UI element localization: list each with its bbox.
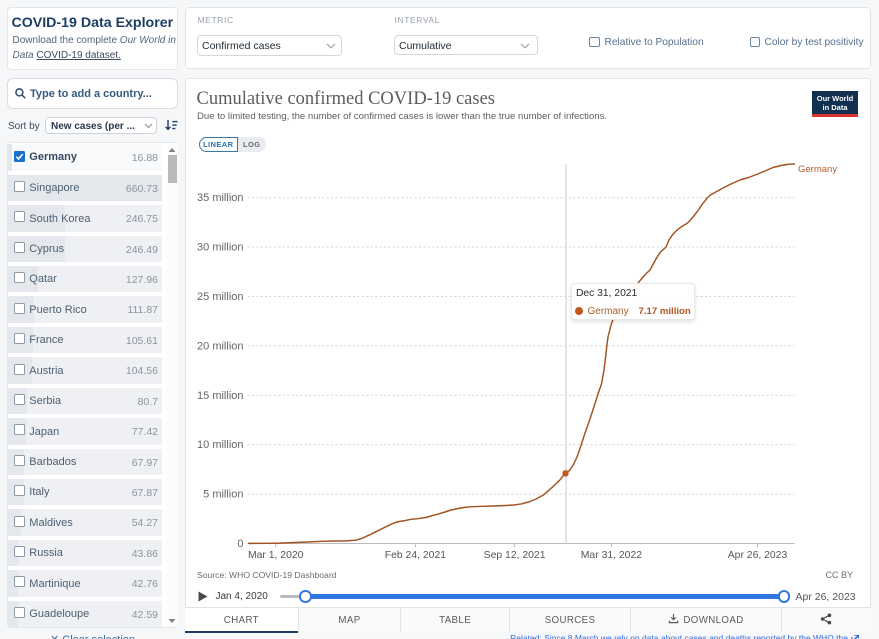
svg-text:25 million: 25 million bbox=[197, 291, 243, 303]
svg-text:10 million: 10 million bbox=[197, 439, 243, 451]
svg-text:5 million: 5 million bbox=[203, 489, 243, 501]
svg-text:Apr 26, 2023: Apr 26, 2023 bbox=[728, 550, 788, 561]
svg-text:Germany: Germany bbox=[798, 164, 837, 175]
svg-text:0: 0 bbox=[237, 538, 243, 550]
svg-text:Feb 24, 2021: Feb 24, 2021 bbox=[385, 550, 446, 561]
svg-text:Mar 1, 2020: Mar 1, 2020 bbox=[248, 550, 304, 561]
svg-text:20 million: 20 million bbox=[197, 340, 243, 352]
svg-text:Sep 12, 2021: Sep 12, 2021 bbox=[484, 550, 546, 561]
svg-text:15 million: 15 million bbox=[197, 390, 243, 402]
svg-text:35 million: 35 million bbox=[197, 192, 243, 204]
svg-text:Mar 31, 2022: Mar 31, 2022 bbox=[581, 550, 642, 561]
svg-text:30 million: 30 million bbox=[197, 242, 243, 254]
